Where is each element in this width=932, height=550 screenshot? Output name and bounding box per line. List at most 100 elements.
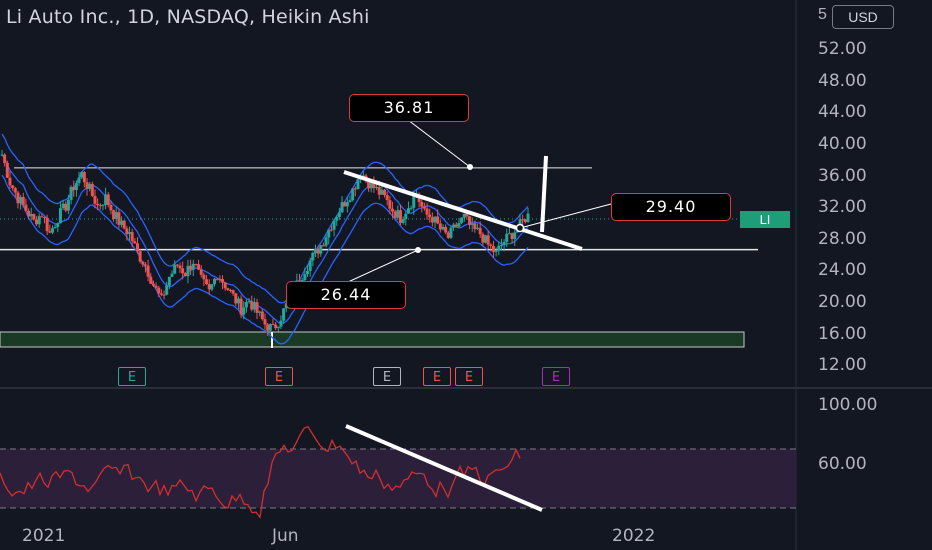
candle-body xyxy=(136,243,139,251)
rsi-tick: 60.00 xyxy=(818,454,867,474)
candle-body xyxy=(168,277,171,286)
candle-body xyxy=(27,211,30,217)
candle-body xyxy=(322,245,325,246)
candle-body xyxy=(428,215,431,218)
candle-body xyxy=(436,217,439,224)
candle-body xyxy=(80,172,83,177)
axis-cut-label: 5 xyxy=(818,6,827,24)
candle-body xyxy=(213,279,216,284)
price-tick: 32.00 xyxy=(818,197,867,217)
candle-body xyxy=(264,319,267,324)
candle-body xyxy=(473,223,476,229)
earnings-marker[interactable]: E xyxy=(265,367,293,386)
candle-body xyxy=(200,270,203,275)
candle-body xyxy=(226,288,229,290)
price-tick: 12.00 xyxy=(818,355,867,375)
earnings-marker[interactable]: E xyxy=(118,367,146,386)
candle-body xyxy=(471,223,474,225)
candle-body xyxy=(163,295,166,296)
candle-body xyxy=(1,155,4,156)
candle-body xyxy=(8,178,11,186)
leader-bottom xyxy=(348,250,418,282)
rsi-band xyxy=(0,449,796,508)
candle-body xyxy=(24,205,27,211)
candle-body xyxy=(269,324,272,331)
candle-body xyxy=(460,218,463,223)
price-callout-bottom[interactable]: 26.44 xyxy=(286,281,406,309)
earnings-marker[interactable]: E xyxy=(542,367,570,386)
candle-body xyxy=(91,184,94,196)
candle-body xyxy=(149,277,152,284)
candle-body xyxy=(229,290,232,291)
time-tick: 2021 xyxy=(22,526,65,546)
candle-body xyxy=(394,211,397,217)
candle-body xyxy=(86,182,89,189)
candle-body xyxy=(128,232,131,234)
candle-body xyxy=(107,194,110,205)
price-callout-top[interactable]: 36.81 xyxy=(349,94,469,122)
candle-body xyxy=(19,197,22,203)
candle-body xyxy=(492,246,495,252)
anchor-right xyxy=(517,225,524,232)
candle-body xyxy=(383,190,386,195)
candle-body xyxy=(245,302,248,307)
price-tick: 16.00 xyxy=(818,324,867,344)
candle-body xyxy=(439,223,442,229)
candle-body xyxy=(325,237,328,245)
candle-body xyxy=(396,210,399,218)
candle-body xyxy=(22,197,25,205)
candle-body xyxy=(109,205,112,210)
candle-body xyxy=(72,187,75,190)
candle-body xyxy=(410,208,413,209)
candle-body xyxy=(35,220,38,225)
candle-body xyxy=(59,208,62,223)
candle-body xyxy=(327,230,330,238)
candle-body xyxy=(495,250,498,252)
candle-body xyxy=(380,190,383,195)
candle-body xyxy=(178,266,181,269)
price-callout-right[interactable]: 29.40 xyxy=(611,193,731,221)
candle-body xyxy=(197,264,200,269)
candle-body xyxy=(303,274,306,280)
candle-body xyxy=(402,219,405,223)
rsi-tick: 100.00 xyxy=(818,395,877,415)
candle-body xyxy=(101,205,104,206)
candle-body xyxy=(457,223,460,227)
leader-top xyxy=(408,120,470,167)
candle-body xyxy=(46,218,49,231)
candle-body xyxy=(354,188,357,189)
candle-body xyxy=(388,200,391,209)
candle-body xyxy=(309,261,312,271)
price-tick: 36.00 xyxy=(818,166,867,186)
candle-body xyxy=(463,214,466,218)
candle-body xyxy=(481,234,484,243)
candle-body xyxy=(96,204,99,205)
earnings-marker[interactable]: E xyxy=(373,367,401,386)
candle-body xyxy=(221,279,224,283)
candle-body xyxy=(527,214,530,222)
candle-body xyxy=(133,241,136,243)
candle-body xyxy=(14,188,17,192)
anchor-bottom xyxy=(415,247,421,253)
candle-body xyxy=(38,216,41,224)
candle-body xyxy=(524,220,527,222)
leader-right xyxy=(520,204,611,228)
candle-body xyxy=(250,301,253,309)
candle-body xyxy=(449,227,452,237)
candle-body xyxy=(343,202,346,206)
candle-body xyxy=(232,290,235,293)
candle-body xyxy=(479,228,482,234)
candle-body xyxy=(452,225,455,228)
earnings-marker[interactable]: E xyxy=(423,367,451,386)
candle-body xyxy=(78,178,81,184)
candle-body xyxy=(208,284,211,289)
candle-body xyxy=(279,321,282,327)
candle-body xyxy=(112,210,115,219)
candle-body xyxy=(513,232,516,239)
candle-body xyxy=(224,283,227,289)
currency-button[interactable]: USD xyxy=(832,5,894,29)
earnings-marker[interactable]: E xyxy=(455,367,483,386)
price-tick: 20.00 xyxy=(818,292,867,312)
candle-body xyxy=(104,194,107,204)
